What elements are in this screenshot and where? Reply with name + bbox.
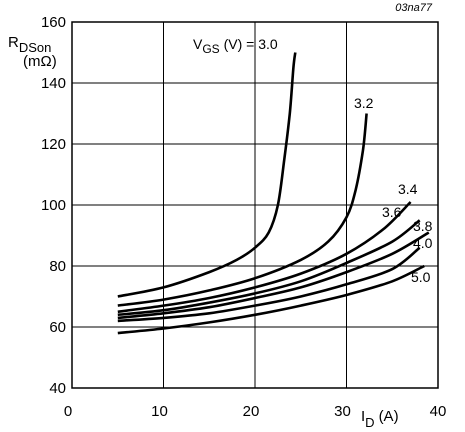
y-tick-labels: 40 60 80 100 120 140 160 [41, 14, 66, 397]
y-tick-label: 120 [41, 136, 66, 153]
x-tick-labels: 0 10 20 30 40 [64, 403, 447, 420]
y-tick-label: 80 [49, 258, 66, 275]
series-line-vgs-3-6 [117, 219, 421, 317]
x-tick-label: 0 [64, 403, 72, 420]
series-lines [117, 52, 430, 335]
curve-label-3-6: 3.6 [382, 204, 402, 220]
x-tick-label: 30 [334, 403, 351, 420]
series-line-vgs-3-8 [117, 231, 430, 320]
curve-label-3-2: 3.2 [354, 95, 374, 111]
x-tick-label: 20 [243, 403, 260, 420]
y-tick-label: 100 [41, 197, 66, 214]
y-tick-label: 160 [41, 14, 66, 31]
y-axis-label: RDSon [8, 34, 51, 55]
y-tick-label: 60 [49, 319, 66, 336]
grid [72, 22, 438, 388]
series-line-vgs-3-2 [117, 113, 368, 307]
y-tick-label: 140 [41, 75, 66, 92]
vgs-label: VGS (V) = 3.0 [193, 36, 278, 56]
series-line-vgs-4-0 [117, 246, 421, 323]
x-axis-label: ID (A) [361, 408, 399, 430]
y-tick-label: 40 [49, 380, 66, 397]
curve-label-3-4: 3.4 [398, 181, 418, 197]
figure-code: 03na77 [395, 2, 433, 14]
curve-label-4-0: 4.0 [413, 235, 433, 251]
x-tick-label: 10 [151, 403, 168, 420]
curve-label-5-0: 5.0 [411, 269, 431, 285]
curve-label-3-8: 3.8 [413, 218, 433, 234]
plot-frame [71, 21, 439, 389]
x-tick-label: 40 [430, 403, 447, 420]
series-line-vgs-3-4 [117, 201, 412, 314]
series-line-vgs-5-0 [117, 264, 425, 335]
y-axis-unit: (mΩ) [23, 53, 57, 70]
series-line-vgs-3-0 [117, 52, 297, 298]
